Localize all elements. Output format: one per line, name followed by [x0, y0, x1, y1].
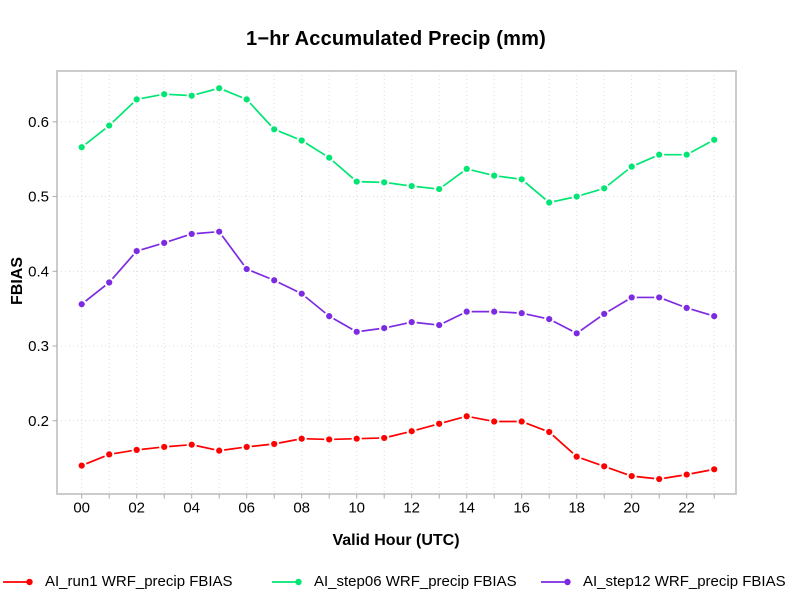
svg-text:10: 10	[348, 500, 365, 517]
svg-text:04: 04	[183, 500, 200, 517]
series-2	[78, 228, 718, 337]
svg-text:22: 22	[678, 500, 695, 517]
svg-text:0.5: 0.5	[28, 189, 49, 206]
legend-item-ai-step12: AI_step12 WRF_precip FBIAS	[540, 573, 786, 590]
legend: AI_run1 WRF_precip FBIAS AI_step06 WRF_p…	[0, 573, 792, 597]
x-tick-labels: 00 02 04 06 08 10 12 14 16 18 20 22	[73, 500, 695, 517]
svg-text:08: 08	[293, 500, 310, 517]
legend-dot	[564, 578, 571, 585]
svg-text:12: 12	[403, 500, 420, 517]
svg-text:0.4: 0.4	[28, 263, 49, 280]
x-axis-title: Valid Hour (UTC)	[332, 532, 460, 549]
chart-title: 1−hr Accumulated Precip (mm)	[246, 28, 546, 50]
series-0	[78, 413, 718, 483]
gridlines	[57, 71, 736, 494]
y-tick-labels: 0.2 0.3 0.4 0.5 0.6	[28, 114, 49, 430]
svg-text:18: 18	[568, 500, 585, 517]
legend-label: AI_run1 WRF_precip FBIAS	[45, 573, 233, 590]
svg-text:0.6: 0.6	[28, 114, 49, 131]
svg-text:20: 20	[623, 500, 640, 517]
line-marker-icon	[3, 578, 33, 585]
line-marker-icon	[272, 578, 302, 585]
svg-text:06: 06	[238, 500, 255, 517]
legend-label: AI_step06 WRF_precip FBIAS	[314, 573, 517, 590]
legend-dot	[26, 578, 33, 585]
series-1	[78, 85, 718, 206]
axis-ticks	[52, 121, 715, 499]
svg-text:16: 16	[513, 500, 530, 517]
svg-text:0.3: 0.3	[28, 338, 49, 355]
legend-label: AI_step12 WRF_precip FBIAS	[583, 573, 786, 590]
line-marker-icon	[541, 578, 571, 585]
svg-text:14: 14	[458, 500, 475, 517]
legend-item-ai-run1: AI_run1 WRF_precip FBIAS	[2, 573, 233, 590]
svg-text:0.2: 0.2	[28, 413, 49, 430]
svg-text:00: 00	[73, 500, 90, 517]
y-axis-title: FBIAS	[9, 257, 26, 305]
svg-text:02: 02	[128, 500, 145, 517]
plot-frame	[56, 70, 737, 495]
legend-item-ai-step06: AI_step06 WRF_precip FBIAS	[271, 573, 517, 590]
legend-dot	[295, 578, 302, 585]
